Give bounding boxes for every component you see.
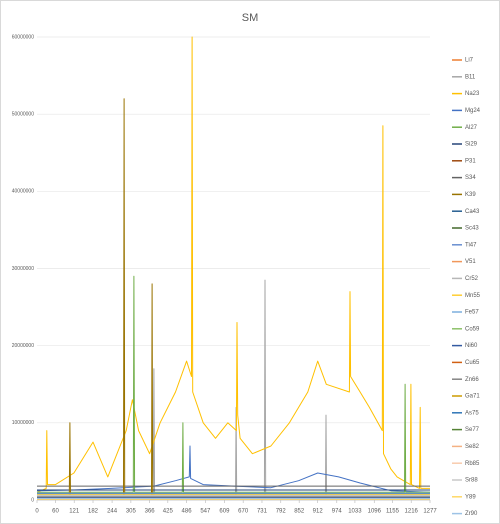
legend-label: V51	[465, 259, 476, 265]
legend-label: Zn66	[465, 377, 479, 383]
legend-label: Ga71	[465, 394, 480, 400]
legend-label: Cu65	[465, 360, 480, 366]
x-tick-label: 121	[69, 509, 80, 515]
x-tick-label: 1277	[423, 509, 437, 515]
legend-label: Mn55	[465, 293, 481, 299]
legend-label: Cr52	[465, 276, 479, 282]
legend-label: Y89	[465, 494, 476, 500]
legend-label: P31	[465, 158, 476, 164]
x-tick-label: 244	[107, 509, 118, 515]
legend-label: Li7	[465, 58, 474, 64]
y-tick-label: 20000000	[12, 343, 34, 349]
legend-label: S34	[465, 175, 476, 181]
x-tick-label: 670	[238, 509, 249, 515]
legend-label: Ti47	[465, 242, 477, 248]
x-tick-label: 60	[52, 509, 59, 515]
x-tick-label: 425	[163, 509, 174, 515]
legend-label: B11	[465, 74, 476, 80]
legend-label: Ca43	[465, 209, 480, 215]
legend-label: Ni60	[465, 343, 478, 349]
x-tick-label: 305	[126, 509, 137, 515]
x-tick-label: 731	[257, 509, 268, 515]
series-line	[37, 98, 430, 497]
x-tick-label: 1096	[368, 509, 382, 515]
x-tick-label: 792	[276, 509, 287, 515]
legend-label: Co59	[465, 326, 480, 332]
x-tick-label: 912	[313, 509, 324, 515]
x-tick-label: 0	[35, 509, 39, 515]
y-tick-label: 50000000	[12, 111, 34, 117]
y-tick-label: 30000000	[12, 266, 34, 272]
legend-label: Sr88	[465, 478, 478, 484]
legend-label: As75	[465, 410, 479, 416]
legend-label: Na23	[465, 91, 480, 97]
y-tick-label: 0	[31, 497, 34, 503]
y-tick-label: 40000000	[12, 189, 34, 195]
legend-label: Se77	[465, 427, 480, 433]
legend-label: Al27	[465, 125, 478, 131]
x-tick-label: 852	[294, 509, 305, 515]
legend-label: Se82	[465, 444, 480, 450]
x-tick-label: 609	[219, 509, 230, 515]
legend-label: Fe57	[465, 310, 479, 316]
x-tick-label: 486	[182, 509, 193, 515]
legend-label: Rb85	[465, 461, 480, 467]
series-line	[37, 275, 430, 493]
legend-label: Si29	[465, 142, 478, 148]
series-line	[36, 445, 431, 493]
legend-label: Sc43	[465, 226, 479, 232]
y-tick-label: 60000000	[12, 34, 34, 40]
chart-title: SM	[242, 12, 259, 24]
y-tick-label: 10000000	[12, 420, 34, 426]
x-tick-label: 1216	[405, 509, 419, 515]
legend-label: Zr90	[465, 511, 478, 517]
x-tick-label: 182	[88, 509, 99, 515]
x-tick-label: 547	[200, 509, 211, 515]
legend-label: K39	[465, 192, 476, 198]
x-tick-label: 366	[145, 509, 156, 515]
x-tick-label: 1155	[386, 509, 400, 515]
legend-label: Mg24	[465, 108, 481, 114]
x-tick-label: 974	[332, 509, 343, 515]
x-tick-label: 1033	[348, 509, 362, 515]
